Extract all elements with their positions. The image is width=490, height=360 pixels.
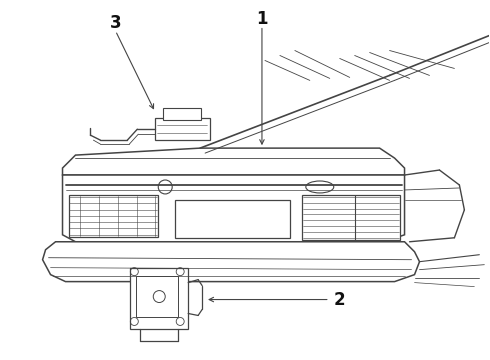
Bar (155, 118, 210, 140)
Polygon shape (43, 242, 419, 282)
Bar (163, 108, 201, 120)
Bar (302, 195, 399, 240)
Text: 3: 3 (110, 14, 121, 32)
Bar (136, 276, 178, 318)
Ellipse shape (306, 181, 334, 193)
Polygon shape (63, 175, 405, 242)
Bar (69, 195, 158, 237)
Bar (175, 200, 290, 238)
Bar (130, 268, 188, 329)
Text: 1: 1 (256, 10, 268, 28)
Polygon shape (63, 148, 405, 175)
Text: 2: 2 (334, 291, 345, 309)
